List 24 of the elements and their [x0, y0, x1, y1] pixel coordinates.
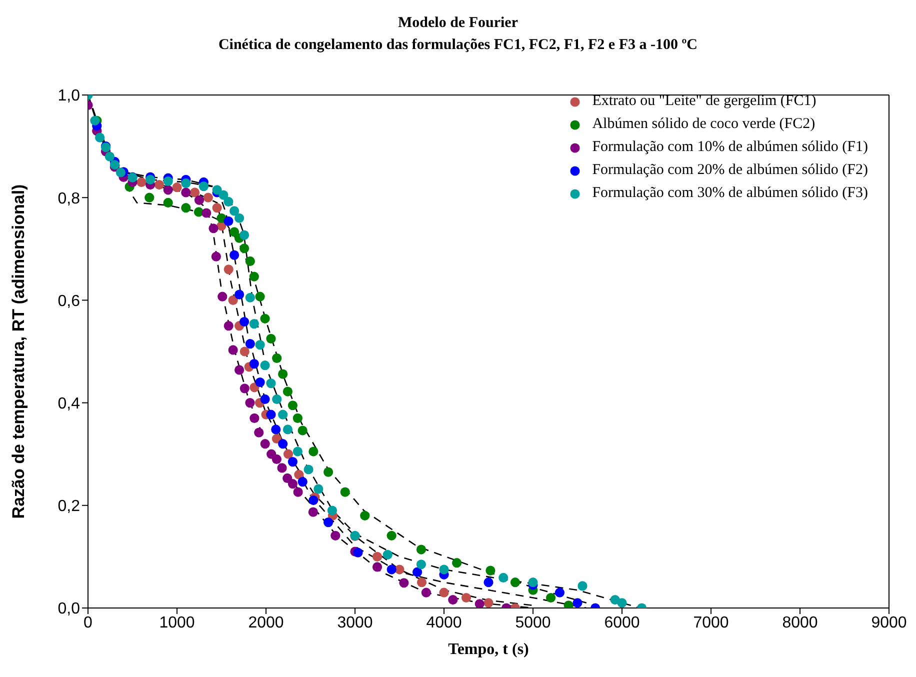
- x-tick-label: 5000: [515, 614, 551, 632]
- chart-subtitle: Cinética de congelamento das formulações FC1, FC2, F1, F2 e F3 a -100 ºC: [217, 36, 699, 55]
- y-axis-title: Razão de temperatura, RT (adimensional): [9, 184, 28, 519]
- x-tick-label: 2000: [248, 614, 284, 632]
- y-tick-label: 1,0: [58, 88, 80, 105]
- x-tick-label: 0: [84, 614, 93, 632]
- x-tick-label: 6000: [604, 614, 640, 632]
- x-tick-label: 9000: [871, 614, 907, 632]
- x-axis-title: Tempo, t (s): [448, 641, 529, 658]
- x-tick-label: 4000: [426, 614, 462, 632]
- chart-title: Modelo de Fourier: [397, 14, 519, 33]
- x-tick-label: 8000: [782, 614, 818, 632]
- legend-label: Formulação com 20% de albúmen sólido (F2): [592, 161, 868, 180]
- x-tick-label: 3000: [337, 614, 373, 632]
- x-tick-label: 1000: [159, 614, 195, 632]
- y-tick-label: 0,6: [58, 292, 80, 310]
- y-tick-label: 0,4: [58, 395, 80, 412]
- legend-label: Formulação com 30% de albúmen sólido (F3): [592, 184, 868, 203]
- y-tick-label: 0,0: [58, 600, 80, 618]
- x-tick-label: 7000: [693, 614, 729, 632]
- legend-label: Albúmen sólido de coco verde (FC2): [592, 115, 816, 134]
- y-tick-label: 0,8: [58, 190, 80, 208]
- y-tick-label: 0,2: [58, 498, 80, 516]
- legend-label: Formulação com 10% de albúmen sólido (F1): [592, 138, 868, 157]
